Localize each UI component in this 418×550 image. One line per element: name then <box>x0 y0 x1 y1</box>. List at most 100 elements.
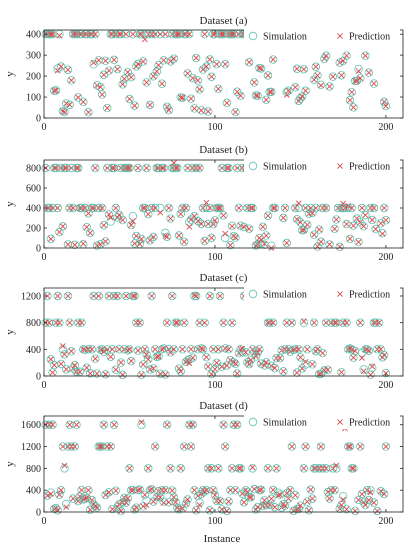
simulation-point <box>111 486 120 495</box>
simulation-point <box>67 346 76 356</box>
prediction-point <box>350 354 357 361</box>
simulation-point <box>70 240 79 250</box>
prediction-point <box>198 107 205 114</box>
prediction-point <box>208 234 215 241</box>
prediction-point <box>357 75 364 82</box>
prediction-point <box>186 223 193 230</box>
prediction-point <box>288 443 295 450</box>
prediction-point <box>100 222 107 229</box>
simulation-point <box>164 105 173 115</box>
prediction-point <box>87 370 94 377</box>
prediction-point <box>164 421 171 428</box>
prediction-point <box>106 211 112 218</box>
simulation-point <box>349 464 358 473</box>
simulation-point <box>309 230 319 239</box>
prediction-point <box>235 205 242 211</box>
prediction-point <box>323 465 329 472</box>
simulation-point <box>342 318 351 327</box>
simulation-point <box>364 346 374 355</box>
prediction-point <box>294 65 300 72</box>
simulation-point <box>221 60 230 69</box>
simulation-point <box>67 163 76 173</box>
simulation-point <box>92 369 102 378</box>
simulation-point <box>150 442 160 451</box>
simulation-point <box>46 488 56 497</box>
simulation-point <box>62 499 71 509</box>
simulation-point <box>279 213 288 223</box>
simulation-point <box>303 220 312 229</box>
prediction-point <box>246 361 253 368</box>
prediction-point <box>61 109 68 115</box>
prediction-point <box>121 75 128 82</box>
simulation-point <box>144 464 153 473</box>
simulation-point <box>109 55 119 65</box>
prediction-point <box>167 465 174 472</box>
simulation-point <box>267 494 276 503</box>
prediction-point <box>109 346 116 353</box>
prediction-point <box>331 225 338 232</box>
prediction-point <box>54 205 61 211</box>
prediction-point <box>71 241 78 248</box>
prediction-point <box>268 495 275 502</box>
prediction-point <box>347 443 353 450</box>
simulation-point <box>275 490 285 499</box>
simulation-point <box>214 345 223 354</box>
prediction-point <box>126 346 133 353</box>
prediction-point <box>102 238 109 245</box>
simulation-point <box>179 442 189 451</box>
simulation-point <box>99 420 109 429</box>
simulation-point <box>109 163 119 173</box>
prediction-point <box>256 346 263 353</box>
prediction-point <box>152 346 159 353</box>
prediction-point <box>143 165 150 171</box>
prediction-point <box>102 57 109 64</box>
prediction-point <box>49 369 56 376</box>
simulation-point <box>145 100 155 110</box>
simulation-point <box>328 464 338 473</box>
prediction-point <box>326 495 333 502</box>
prediction-point <box>193 54 200 61</box>
simulation-point <box>212 59 221 69</box>
prediction-point <box>184 70 191 77</box>
simulation-point <box>321 464 331 473</box>
simulation-point <box>232 163 242 173</box>
simulation-point <box>99 221 109 230</box>
simulation-point <box>89 203 98 213</box>
simulation-point <box>142 496 151 505</box>
prediction-point <box>140 361 147 368</box>
simulation-point <box>65 100 74 109</box>
simulation-point <box>111 365 120 374</box>
simulation-point <box>121 498 131 507</box>
simulation-point <box>142 350 151 359</box>
simulation-point <box>347 88 356 97</box>
simulation-point <box>159 163 168 173</box>
simulation-point <box>91 163 100 173</box>
prediction-point <box>65 293 71 299</box>
prediction-point <box>182 205 189 211</box>
prediction-point <box>106 489 112 496</box>
simulation-point <box>345 234 355 244</box>
prediction-point <box>164 319 171 326</box>
simulation-point <box>77 485 86 495</box>
simulation-point <box>215 291 225 301</box>
simulation-point <box>354 237 363 247</box>
prediction-point <box>47 235 54 242</box>
simulation-point <box>97 442 107 451</box>
prediction-point <box>153 68 160 75</box>
prediction-point <box>128 222 135 229</box>
simulation-point <box>106 442 115 451</box>
prediction-point <box>283 240 290 246</box>
prediction-point <box>179 505 186 512</box>
prediction-point <box>143 351 150 358</box>
prediction-point <box>234 88 241 95</box>
simulation-point <box>157 345 167 354</box>
prediction-point <box>167 58 174 65</box>
y-tick-label: 200 <box>26 224 41 235</box>
prediction-point <box>75 498 82 505</box>
plot-frame <box>43 159 404 249</box>
prediction-point <box>263 96 270 103</box>
prediction-point <box>176 232 182 239</box>
prediction-point <box>191 105 198 112</box>
prediction-point <box>259 223 266 230</box>
y-axis-label: y <box>4 201 16 207</box>
